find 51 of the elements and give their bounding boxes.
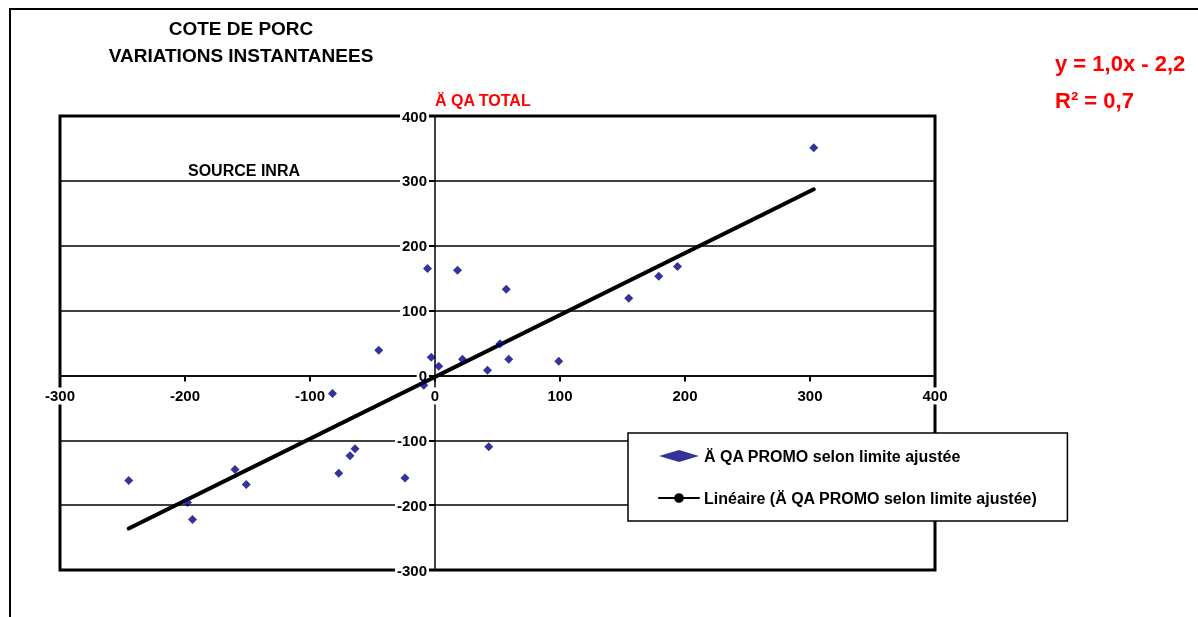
- point: [188, 514, 197, 524]
- point: [483, 365, 492, 375]
- x-tick-label: 0: [430, 387, 440, 405]
- y-axis-title: Ä QA TOTAL: [435, 91, 531, 109]
- y-tick-label: -300: [396, 561, 427, 579]
- point: [554, 356, 564, 366]
- y-tick-label: 300: [401, 172, 427, 190]
- point: [426, 352, 436, 362]
- y-tick-label: 100: [401, 302, 427, 320]
- point: [124, 476, 134, 485]
- point: [434, 361, 444, 371]
- x-tick-label: 100: [547, 387, 573, 405]
- point: [809, 143, 819, 153]
- point: [673, 261, 682, 271]
- point: [504, 354, 514, 364]
- point: [374, 345, 384, 355]
- x-tick-label: -300: [44, 387, 76, 405]
- text: R² = 0,7: [1055, 87, 1134, 113]
- point: [484, 442, 494, 452]
- x-tick-label: -100: [294, 387, 326, 405]
- point: [458, 354, 467, 364]
- point: [328, 389, 337, 399]
- point: [501, 284, 511, 294]
- y-tick-label: 200: [401, 237, 427, 255]
- point: [230, 464, 240, 474]
- text: y = 1,0x - 2,2: [1055, 50, 1186, 76]
- point: [624, 293, 634, 303]
- y-tick-label: 400: [401, 107, 427, 125]
- chart-title: COTE DE PORC: [168, 18, 314, 39]
- point: [419, 380, 429, 390]
- x-tick-label: -200: [169, 387, 201, 405]
- point: [495, 339, 505, 349]
- y-tick-label: -100: [396, 431, 427, 449]
- point: [183, 498, 192, 508]
- x-tick-label: 300: [797, 387, 823, 405]
- x-tick-label: 200: [672, 387, 698, 405]
- chart-subtitle: VARIATIONS INSTANTANEES: [108, 45, 374, 66]
- point: [453, 265, 462, 275]
- legend-label: Ä QA PROMO selon limite ajustée: [704, 447, 961, 465]
- annotation: SOURCE INRA: [188, 161, 301, 179]
- point: [400, 473, 410, 483]
- point: [334, 468, 344, 478]
- point: [350, 444, 360, 454]
- x-tick-label: 400: [922, 387, 948, 405]
- point: [241, 479, 251, 489]
- point: [345, 451, 355, 461]
- y-tick-label: 0: [418, 366, 427, 384]
- y-tick-label: -200: [396, 496, 427, 514]
- point: [423, 263, 432, 273]
- point: [654, 271, 664, 281]
- legend-label: Linéaire (Ä QA PROMO selon limite ajustée): [704, 489, 1037, 507]
